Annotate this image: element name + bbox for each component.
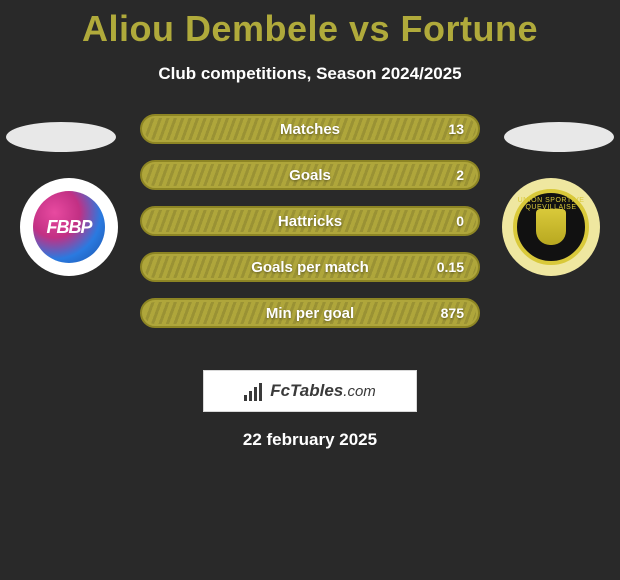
stat-row-goals: Goals 2: [140, 160, 480, 190]
stat-label: Goals: [289, 167, 331, 184]
brand-suffix: .com: [343, 383, 376, 400]
stat-value: 13: [448, 121, 464, 137]
club-badge-left-label: FBBP: [47, 217, 92, 238]
page-title: Aliou Dembele vs Fortune: [0, 0, 620, 50]
subtitle: Club competitions, Season 2024/2025: [0, 64, 620, 84]
stat-row-goals-per-match: Goals per match 0.15: [140, 252, 480, 282]
stat-value: 0: [456, 213, 464, 229]
club-badge-left-inner: FBBP: [33, 191, 105, 263]
brand-box[interactable]: FcTables.com: [203, 370, 417, 412]
stat-rows: Matches 13 Goals 2 Hattricks 0 Goals per…: [140, 114, 480, 344]
bar-chart-icon: [244, 381, 264, 401]
stat-row-min-per-goal: Min per goal 875: [140, 298, 480, 328]
stat-label: Hattricks: [278, 213, 342, 230]
stat-value: 875: [441, 305, 464, 321]
stat-row-matches: Matches 13: [140, 114, 480, 144]
player-photo-left: [6, 122, 116, 152]
club-badge-right-ring-text: UNION SPORTIVE QUEVILLAISE: [517, 197, 585, 211]
club-badge-right: UNION SPORTIVE QUEVILLAISE: [502, 178, 600, 276]
stat-label: Min per goal: [266, 305, 354, 322]
brand-name: FcTables: [270, 381, 343, 400]
brand-text: FcTables.com: [270, 381, 376, 401]
stat-value: 0.15: [437, 259, 464, 275]
stat-label: Matches: [280, 121, 340, 138]
date-line: 22 february 2025: [0, 430, 620, 450]
stat-row-hattricks: Hattricks 0: [140, 206, 480, 236]
stat-label: Goals per match: [251, 259, 369, 276]
club-badge-right-inner: UNION SPORTIVE QUEVILLAISE: [513, 189, 589, 265]
stat-value: 2: [456, 167, 464, 183]
club-badge-left: FBBP: [20, 178, 118, 276]
comparison-area: FBBP UNION SPORTIVE QUEVILLAISE Matches …: [0, 114, 620, 354]
player-photo-right: [504, 122, 614, 152]
club-badge-right-crest: [536, 209, 566, 245]
